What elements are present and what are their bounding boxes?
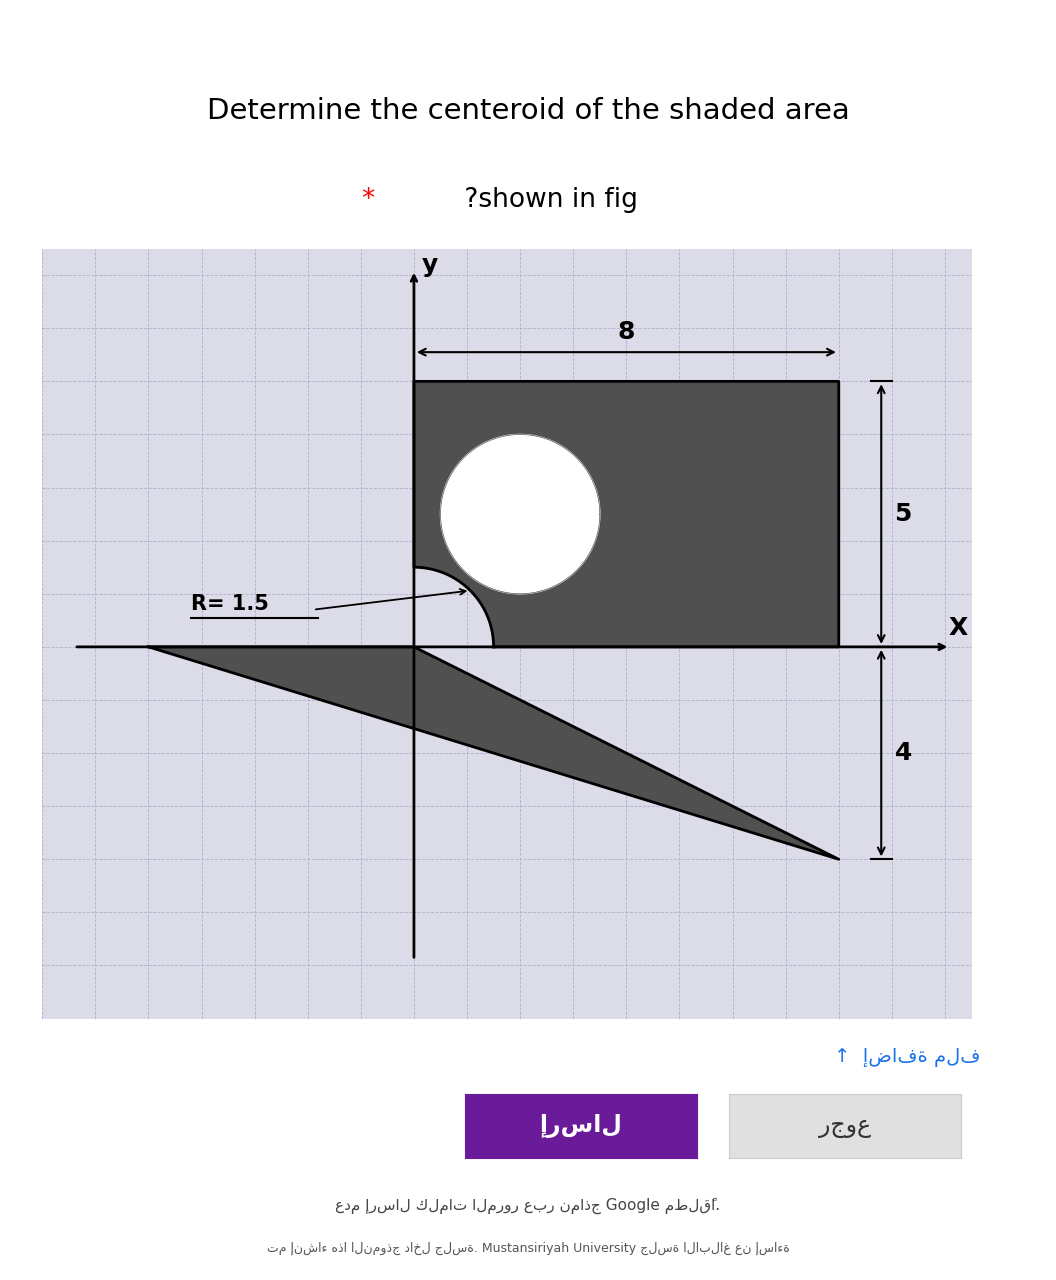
Text: 8: 8 <box>618 320 635 344</box>
Polygon shape <box>414 381 838 646</box>
Text: ↑  إضافة ملف: ↑ إضافة ملف <box>834 1048 980 1066</box>
Text: 5: 5 <box>894 502 912 526</box>
Polygon shape <box>149 646 838 859</box>
Text: تم إنشاء هذا النموذج داخل جلسة. Mustansiriyah University جلسة الابلاغ عن إساءة: تم إنشاء هذا النموذج داخل جلسة. Mustansi… <box>266 1242 790 1254</box>
Text: رجوع: رجوع <box>818 1115 871 1138</box>
Text: 4: 4 <box>894 741 912 765</box>
Text: ?shown in fig: ?shown in fig <box>456 187 639 214</box>
Text: y: y <box>421 252 438 276</box>
Text: R= 1.5: R= 1.5 <box>191 594 269 614</box>
Text: *: * <box>361 187 374 214</box>
Polygon shape <box>440 434 600 594</box>
Text: X: X <box>948 616 968 640</box>
Text: Determine the centeroid of the shaded area: Determine the centeroid of the shaded ar… <box>207 96 849 124</box>
Text: عدم إرسال كلمات المرور عبر نماذج Google مطلقًا.: عدم إرسال كلمات المرور عبر نماذج Google … <box>336 1198 720 1213</box>
Text: إرسال: إرسال <box>540 1115 622 1138</box>
